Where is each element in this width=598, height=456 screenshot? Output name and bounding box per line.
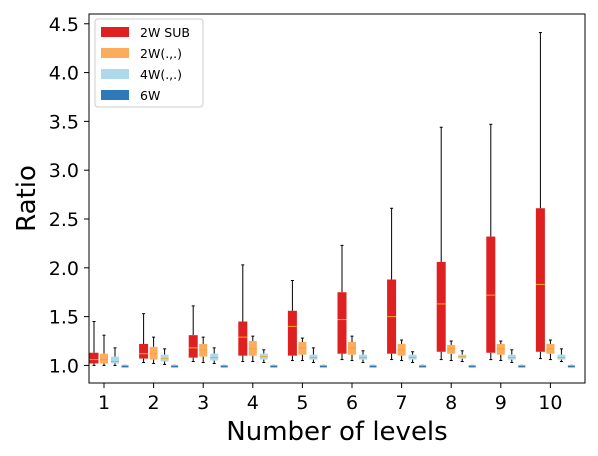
box-body xyxy=(468,365,476,368)
box-body xyxy=(337,292,347,354)
box-4W(.,.)-8 xyxy=(458,350,467,363)
x-axis-label: Number of levels xyxy=(226,417,447,447)
box-6W-7 xyxy=(419,364,427,368)
box-body xyxy=(171,365,179,368)
legend-swatch xyxy=(101,48,129,58)
box-body xyxy=(139,343,149,359)
box-6W-10 xyxy=(567,364,575,368)
box-body xyxy=(567,365,575,368)
x-tick-label: 2 xyxy=(148,392,160,414)
legend-label: 2W SUB xyxy=(140,25,190,40)
box-body xyxy=(188,335,198,358)
box-body xyxy=(89,352,99,364)
box-2W(.,.)-3 xyxy=(199,336,208,363)
box-2W(.,.)-6 xyxy=(348,335,356,362)
y-tick-label: 3.0 xyxy=(49,160,79,182)
box-2W SUB-9 xyxy=(486,123,496,361)
y-tick-label: 1.0 xyxy=(49,355,79,377)
box-body xyxy=(111,356,119,364)
box-6W-3 xyxy=(220,364,228,368)
box-body xyxy=(121,365,129,368)
y-axis-label: Ratio xyxy=(12,165,42,232)
box-6W-2 xyxy=(171,364,179,368)
box-2W SUB-6 xyxy=(337,244,347,361)
box-body xyxy=(238,321,248,356)
box-4W(.,.)-7 xyxy=(408,351,417,363)
x-tick-label: 5 xyxy=(296,392,308,414)
box-2W(.,.)-2 xyxy=(149,336,158,364)
box-2W SUB-5 xyxy=(287,280,297,362)
box-2W SUB-3 xyxy=(188,305,198,363)
x-tick-label: 9 xyxy=(495,392,507,414)
y-tick-label: 2.0 xyxy=(49,258,79,280)
box-4W(.,.)-3 xyxy=(210,347,219,364)
box-6W-1 xyxy=(121,364,129,368)
box-2W SUB-8 xyxy=(436,126,446,361)
box-4W(.,.)-4 xyxy=(259,349,268,363)
box-2W(.,.)-7 xyxy=(397,339,406,362)
box-body xyxy=(369,365,377,368)
box-body xyxy=(518,365,526,368)
legend-label: 6W xyxy=(140,88,160,103)
y-tick-label: 4.5 xyxy=(49,14,79,36)
x-tick-label: 6 xyxy=(346,392,358,414)
x-tick-label: 7 xyxy=(396,392,408,414)
box-2W(.,.)-5 xyxy=(298,337,307,362)
legend-swatch xyxy=(101,90,129,100)
plot-frame xyxy=(88,13,586,384)
x-tick-label: 4 xyxy=(247,392,259,414)
legend: 2W SUB 2W(.,.) 4W(.,.) 6W xyxy=(94,18,204,108)
legend-frame xyxy=(94,18,204,108)
box-6W-5 xyxy=(319,364,327,368)
box-6W-9 xyxy=(518,364,526,368)
y-tick-label: 1.5 xyxy=(49,307,79,329)
legend-label: 4W(.,.) xyxy=(140,67,182,82)
box-2W SUB-1 xyxy=(89,321,99,366)
x-tick-label: 3 xyxy=(197,392,209,414)
box-body xyxy=(319,365,327,368)
x-tick-label: 1 xyxy=(98,392,110,414)
legend-swatch xyxy=(101,27,129,37)
box-2W SUB-2 xyxy=(139,313,149,363)
box-body xyxy=(220,365,228,368)
ticks-layer: 1.0 1.5 2.0 2.5 3.0 3.5 4.0 4.5 1 2 3 4 5 6 7 8 9 10 xyxy=(49,14,563,414)
box-2W SUB-7 xyxy=(387,207,397,361)
box-body xyxy=(270,365,278,368)
x-tick-label: 10 xyxy=(538,392,562,414)
legend-swatch xyxy=(101,69,129,79)
box-2W(.,.)-1 xyxy=(100,334,108,366)
box-2W SUB-10 xyxy=(535,32,545,360)
box-body xyxy=(436,261,446,352)
box-2W(.,.)-10 xyxy=(546,339,555,361)
box-6W-8 xyxy=(468,364,476,368)
box-6W-6 xyxy=(369,364,377,368)
y-tick-label: 2.5 xyxy=(49,209,79,231)
box-2W(.,.)-8 xyxy=(447,340,456,362)
box-4W(.,.)-2 xyxy=(160,348,169,365)
x-tick-label: 8 xyxy=(445,392,457,414)
box-4W(.,.)-5 xyxy=(309,347,318,363)
box-2W SUB-4 xyxy=(238,264,248,363)
boxes-layer xyxy=(89,32,575,368)
box-body xyxy=(419,365,427,368)
box-body xyxy=(287,310,297,356)
box-4W(.,.)-6 xyxy=(359,350,367,363)
box-body xyxy=(535,208,545,352)
box-4W(.,.)-1 xyxy=(111,347,119,366)
box-2W(.,.)-4 xyxy=(248,335,257,363)
box-body xyxy=(100,353,108,364)
box-2W(.,.)-9 xyxy=(496,340,505,362)
box-4W(.,.)-9 xyxy=(507,349,516,363)
y-tick-label: 4.0 xyxy=(49,63,79,85)
box-4W(.,.)-10 xyxy=(557,348,566,363)
legend-label: 2W(.,.) xyxy=(140,46,182,61)
box-6W-4 xyxy=(270,364,278,368)
y-tick-label: 3.5 xyxy=(49,111,79,133)
